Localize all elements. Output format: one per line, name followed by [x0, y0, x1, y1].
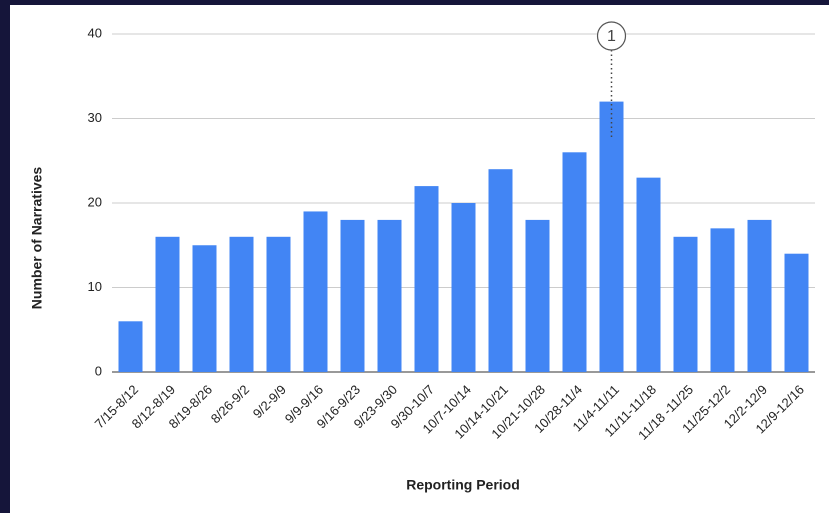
y-axis-title: Number of Narratives [29, 167, 45, 310]
bar [377, 219, 402, 372]
bar [118, 321, 143, 372]
bar [747, 219, 772, 372]
bar [414, 186, 439, 372]
bar [525, 219, 550, 372]
y-tick-label: 0 [95, 363, 102, 378]
bar [636, 177, 661, 372]
bar [599, 101, 624, 372]
bar [340, 219, 365, 372]
bar [155, 236, 180, 372]
annotation-text: 1 [607, 28, 616, 45]
bar [451, 203, 476, 372]
bar [673, 236, 698, 372]
bar [229, 236, 254, 372]
bar [266, 236, 291, 372]
y-tick-label: 30 [88, 110, 102, 125]
bar [562, 152, 587, 372]
bar [784, 253, 809, 372]
bar [303, 211, 328, 372]
y-tick-label: 20 [88, 194, 102, 209]
y-tick-label: 40 [88, 25, 102, 40]
y-tick-label: 10 [88, 279, 102, 294]
bar [710, 228, 735, 372]
x-axis-title: Reporting Period [406, 477, 520, 493]
bar [488, 169, 513, 372]
annotation-circle [596, 21, 627, 51]
bar [192, 245, 217, 372]
